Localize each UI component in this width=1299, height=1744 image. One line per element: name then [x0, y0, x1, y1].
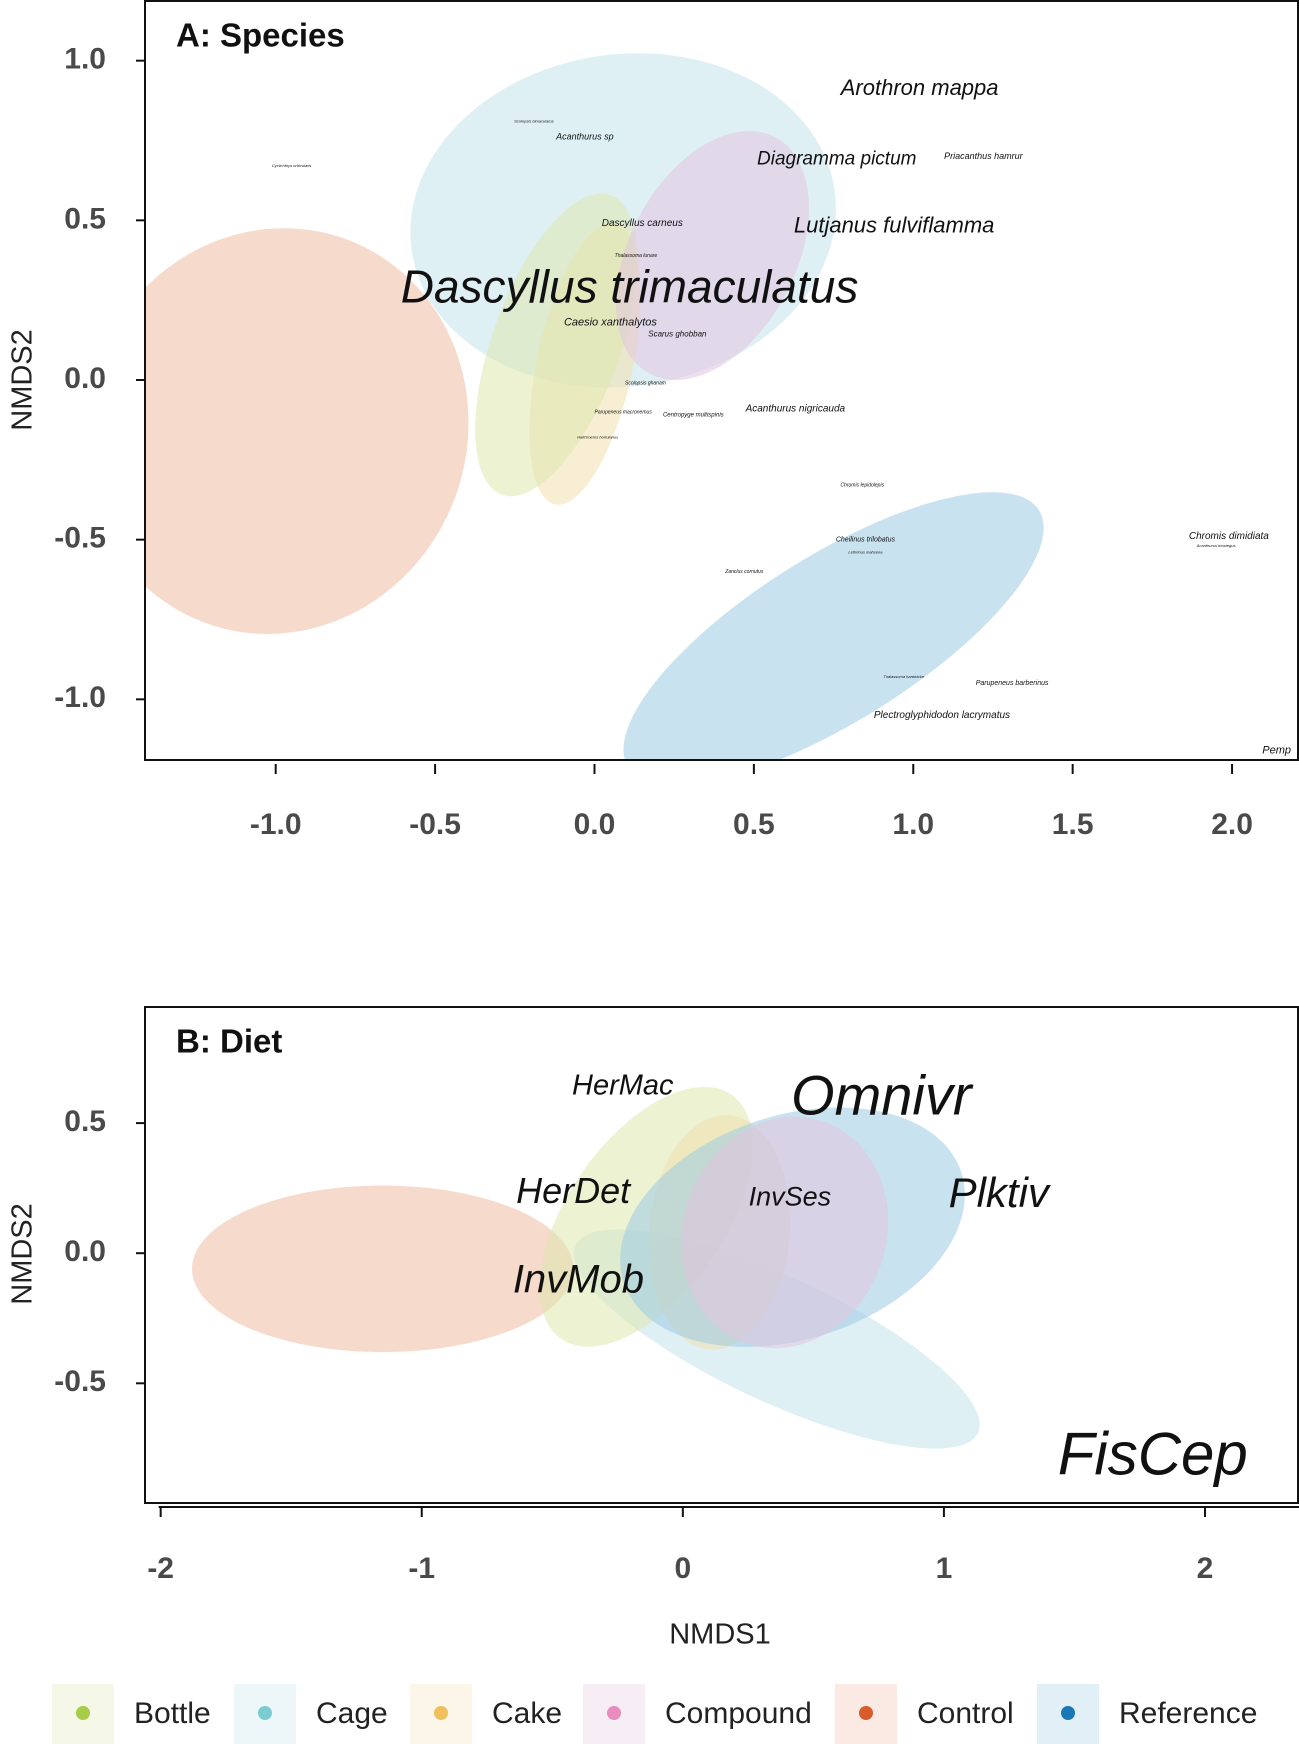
y-tick-label: 0.0 — [64, 362, 106, 395]
point-label: Thalassoma hardwicke — [883, 674, 925, 679]
point-label: Acanthurus nigricauda — [745, 403, 846, 414]
point-label: Parupeneus barberinus — [976, 680, 1049, 687]
point-label: Omnivr — [791, 1063, 974, 1126]
point-label: Dascyllus carneus — [602, 218, 683, 229]
point-label: Cyclichthys orbicularis — [272, 163, 312, 168]
ellipse-compound — [681, 1116, 889, 1349]
legend-item-bottle: Bottle — [52, 1684, 211, 1744]
legend-dot — [1061, 1706, 1075, 1720]
x-tick-label: -0.5 — [409, 808, 461, 841]
x-tick-label: 1 — [936, 1552, 953, 1585]
point-label: FisCep — [1058, 1421, 1248, 1488]
y-tick-label: -1.0 — [54, 681, 106, 714]
point-label: Caesio xanthalytos — [564, 316, 657, 328]
panel-title: A: Species — [176, 17, 345, 54]
point-label: Priacanthus hamrur — [944, 151, 1024, 161]
y-axis-title: NMDS2 — [7, 1203, 39, 1305]
y-tick-label: -0.5 — [54, 1365, 106, 1398]
point-label: InvSes — [749, 1182, 832, 1212]
legend-item-cage: Cage — [234, 1684, 388, 1744]
legend-label: Control — [917, 1697, 1014, 1730]
y-tick-label: 0.5 — [64, 202, 106, 235]
legend-label: Cage — [316, 1697, 388, 1730]
point-label: Chromis lepidolepis — [840, 483, 884, 489]
ellipse-bottle — [475, 193, 638, 497]
panel-b-diet: FisCep Omnivr Plktiv InvMob HerDet HerMac InvS… — [7, 1006, 1299, 1651]
y-axis-title: NMDS2 — [7, 329, 39, 431]
point-label: Arothron mappa — [839, 75, 999, 100]
legend-item-cake: Cake — [410, 1684, 562, 1744]
ellipse-reference — [623, 492, 1044, 760]
point-label: Chromis dimidiata — [1189, 531, 1269, 542]
y-tick-label: -0.5 — [54, 522, 106, 555]
x-tick-label: -2 — [147, 1552, 174, 1585]
x-tick-label: 0 — [674, 1552, 691, 1585]
point-label: HerMac — [572, 1069, 674, 1101]
point-label: Parupeneus macronemus — [595, 409, 653, 415]
y-tick-label: 0.0 — [64, 1235, 106, 1268]
plot-area: FisCep Omnivr Plktiv InvMob HerDet HerMac InvS… — [191, 1063, 1248, 1488]
x-tick-label: 1.5 — [1052, 808, 1094, 841]
legend: Bottle Cage Cake Compound Control Reference — [52, 1684, 1257, 1744]
legend-dot — [434, 1706, 448, 1720]
plot-frame — [144, 1006, 1299, 1504]
panel-title: B: Diet — [176, 1023, 282, 1060]
point-label: Dascyllus trimaculatus — [401, 261, 859, 313]
x-tick-label: 1.0 — [892, 808, 934, 841]
point-label: Plktiv — [949, 1169, 1052, 1216]
x-tick-label: -1.0 — [250, 808, 302, 841]
ellipse-compound — [615, 130, 810, 380]
x-tick-label: 2 — [1197, 1552, 1214, 1585]
x-tick-label: 0.0 — [574, 808, 616, 841]
point-label: Lethrinus mahsena — [848, 549, 883, 554]
point-label: Thalassoma lunare — [615, 253, 658, 259]
point-label: Centropyge multispinis — [663, 413, 724, 419]
point-label: Acanthurus sp — [555, 132, 614, 142]
legend-dot — [859, 1706, 873, 1720]
x-axis-title: NMDS1 — [669, 1619, 771, 1651]
point-label: Scolopsis ghanam — [625, 381, 666, 387]
panel-a-species: Dascyllus trimaculatus Arothron mappa Lutj… — [7, 0, 1299, 841]
legend-label: Reference — [1119, 1697, 1257, 1730]
point-label: HerDet — [516, 1170, 632, 1211]
x-tick-label: 2.0 — [1211, 808, 1253, 841]
y-tick-label: 1.0 — [64, 43, 106, 76]
point-label: Lutjanus fulviflamma — [794, 213, 995, 238]
point-label: Diagramma pictum — [757, 149, 916, 170]
point-label: Halichoeres hortulanus — [577, 435, 618, 440]
point-label: Scarus ghobban — [648, 330, 707, 339]
point-label: Plectroglyphidodon lacrymatus — [874, 710, 1010, 721]
legend-label: Bottle — [134, 1697, 211, 1730]
legend-dot — [607, 1706, 621, 1720]
legend-item-compound: Compound — [583, 1684, 812, 1744]
point-label: Cheilinus trilobatus — [836, 537, 896, 544]
ellipse-control — [145, 228, 469, 634]
x-tick-label: 0.5 — [733, 808, 775, 841]
x-tick-label: -1 — [408, 1552, 435, 1585]
legend-item-reference: Reference — [1037, 1684, 1257, 1744]
point-label: Zanclus cornutus — [724, 569, 764, 575]
ellipse-control — [191, 1185, 574, 1353]
legend-label: Cake — [492, 1697, 562, 1730]
plot-area: Dascyllus trimaculatus Arothron mappa Lutj… — [145, 53, 1291, 760]
point-label: Pemp — [1262, 744, 1291, 756]
legend-dot — [258, 1706, 272, 1720]
legend-item-control: Control — [835, 1684, 1014, 1744]
y-tick-label: 0.5 — [64, 1105, 106, 1138]
legend-label: Compound — [665, 1697, 812, 1730]
legend-dot — [76, 1706, 90, 1720]
point-label: InvMob — [513, 1257, 644, 1301]
point-label: Acanthurus triostegus — [1196, 543, 1236, 548]
point-label: Scolopsis bimaculatus — [514, 118, 554, 123]
